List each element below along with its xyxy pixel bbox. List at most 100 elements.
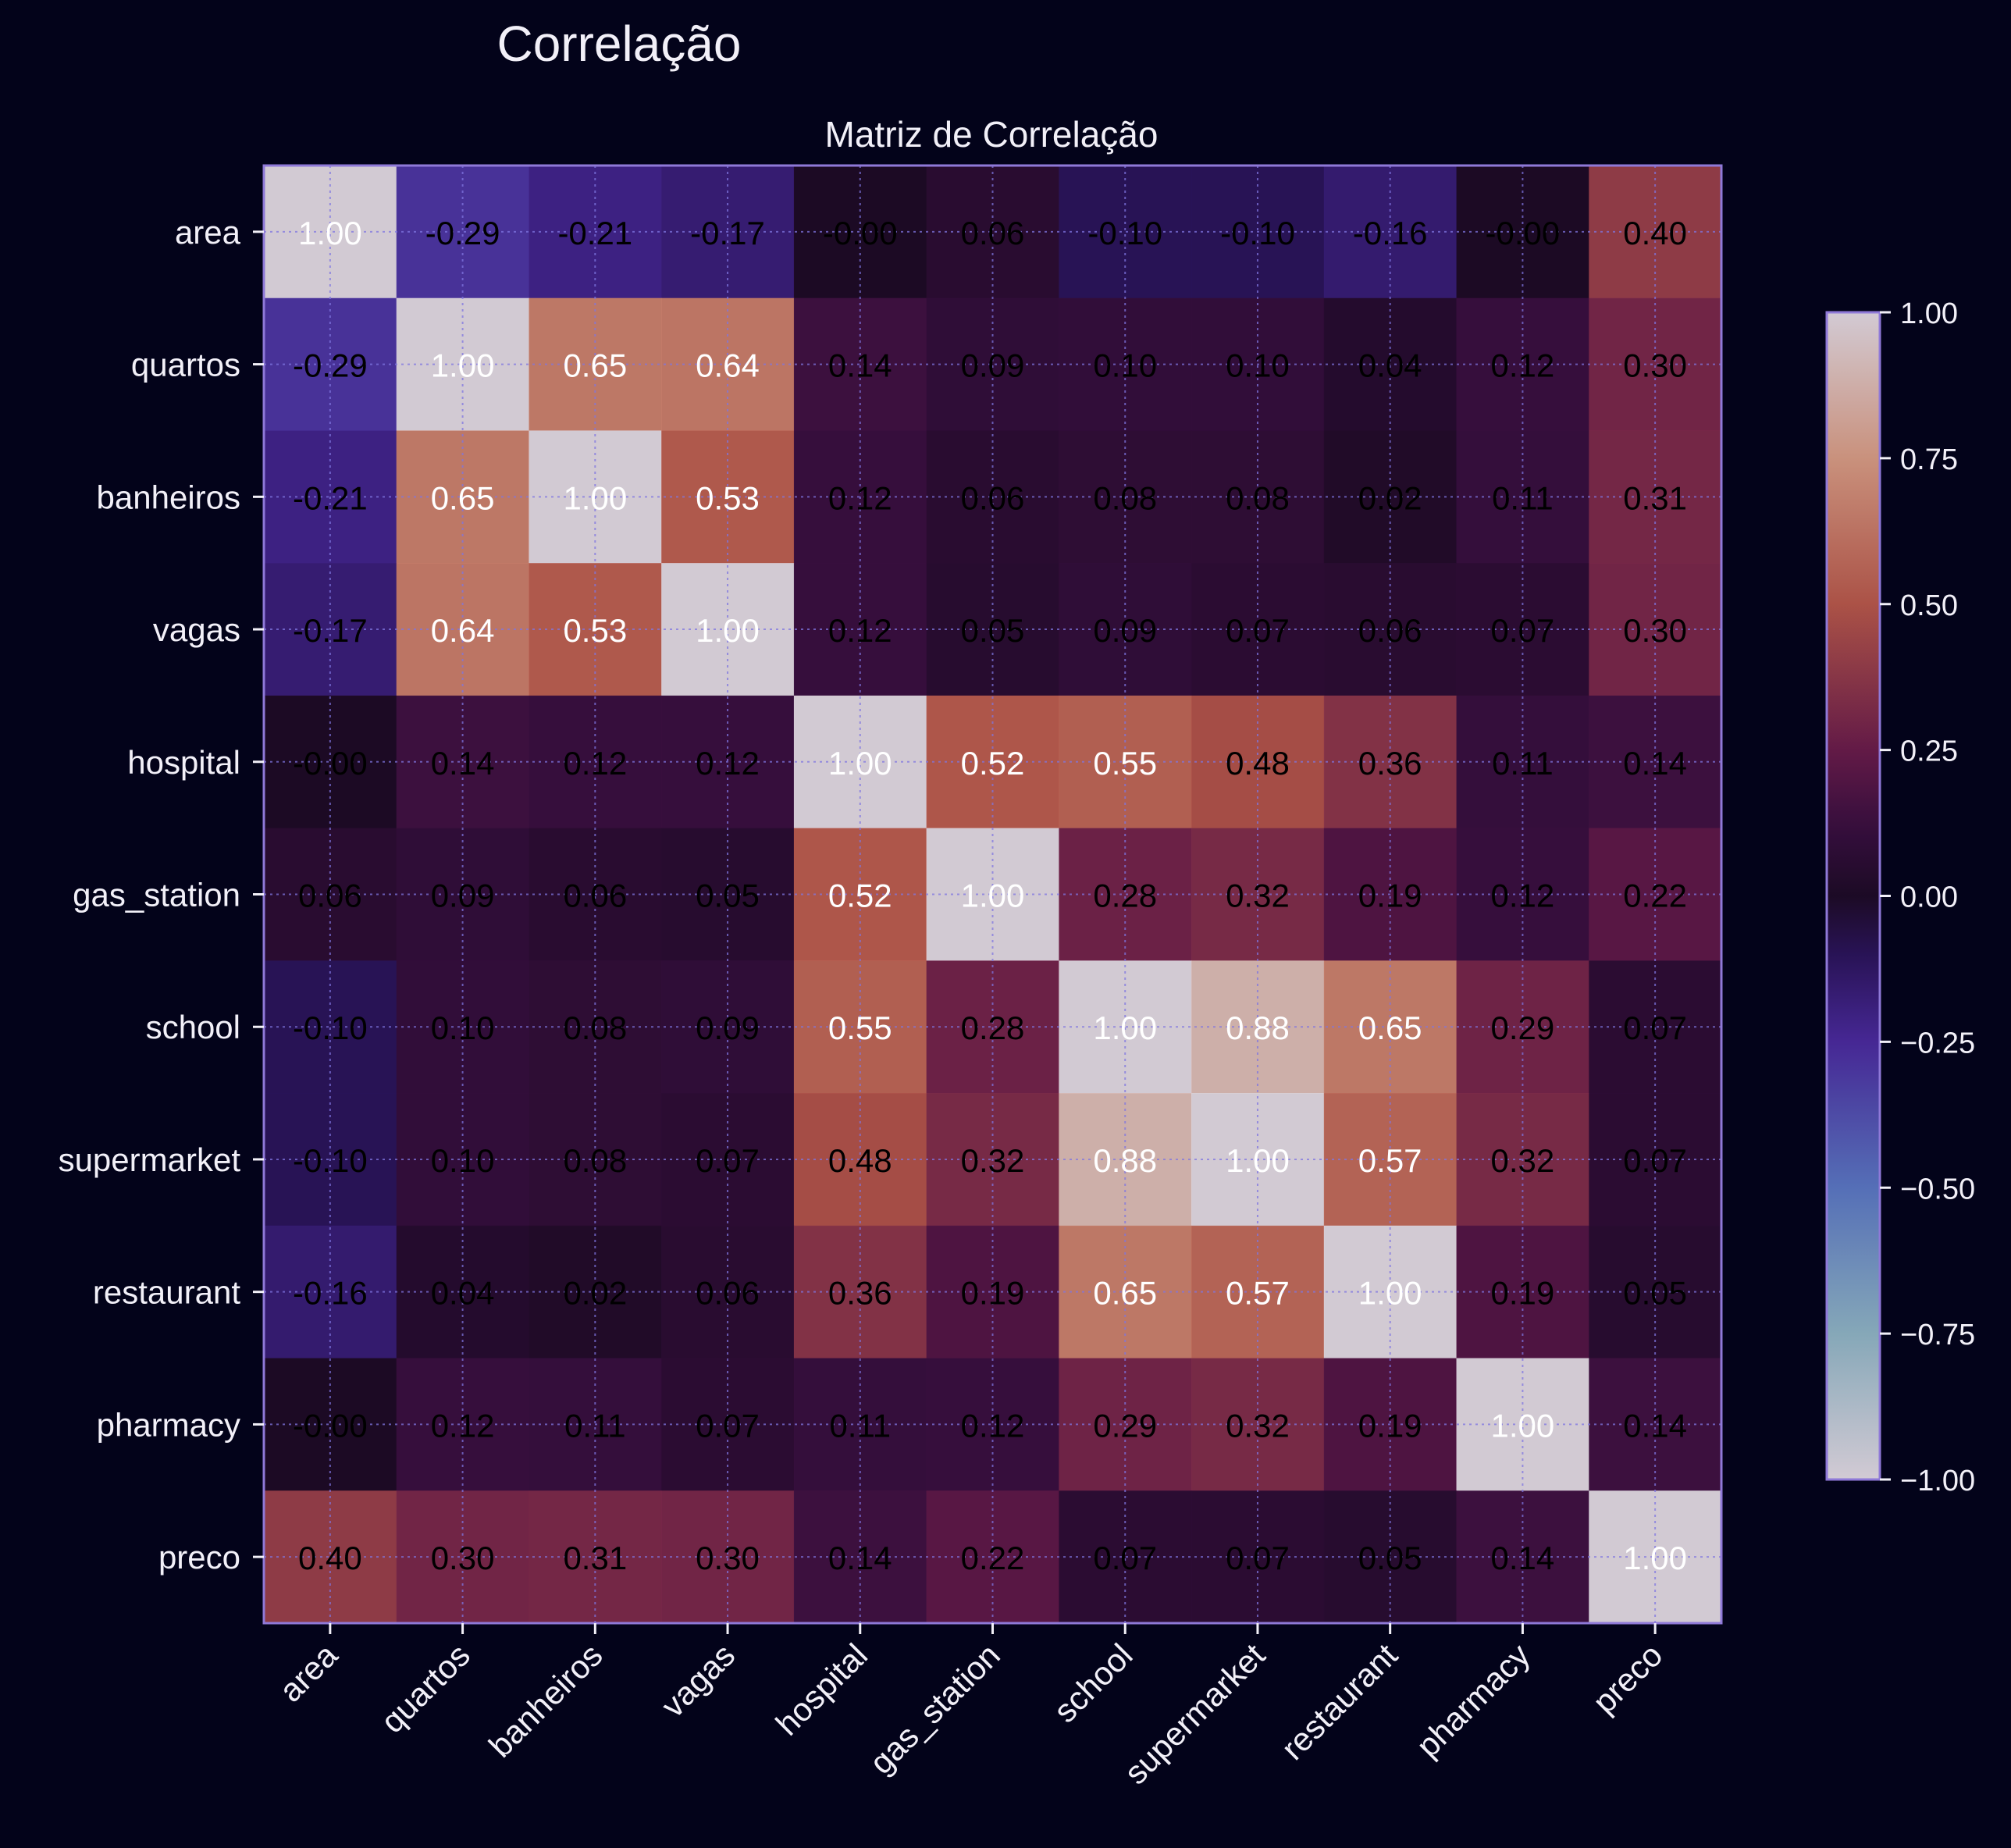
heatmap-value-label: 0.65 xyxy=(1093,1275,1157,1312)
heatmap-value-label: 0.06 xyxy=(961,215,1025,251)
heatmap-value-label: 0.64 xyxy=(431,612,495,649)
heatmap-value-label: 0.19 xyxy=(1358,878,1422,914)
heatmap-cell xyxy=(264,1490,397,1624)
heatmap-value-label: -0.00 xyxy=(823,215,898,251)
heatmap-value-label: 0.05 xyxy=(696,878,760,914)
heatmap-value-label: 0.10 xyxy=(1226,347,1290,384)
heatmap-value-label: -0.21 xyxy=(557,215,632,251)
heatmap-value-label: 0.07 xyxy=(1623,1009,1687,1046)
heatmap-cell xyxy=(1456,297,1589,431)
heatmap-value-label: 1.00 xyxy=(298,215,362,251)
colorbar-tick-label: 0.00 xyxy=(1900,881,1958,914)
heatmap-cell xyxy=(793,695,927,829)
heatmap-value-label: 0.14 xyxy=(828,1540,892,1576)
heatmap-value-label: 0.14 xyxy=(828,347,892,384)
heatmap-value-label: 0.65 xyxy=(431,479,495,516)
heatmap-value-label: 0.53 xyxy=(563,612,627,649)
heatmap-value-label: 0.10 xyxy=(1093,347,1157,384)
heatmap-value-label: 1.00 xyxy=(696,612,760,649)
heatmap-value-label: 0.48 xyxy=(1226,745,1290,782)
heatmap-value-label: 0.14 xyxy=(1491,1540,1555,1576)
heatmap-value-label: -0.10 xyxy=(1220,215,1295,251)
heatmap-value-label: 0.12 xyxy=(1491,878,1555,914)
heatmap-value-label: 0.12 xyxy=(1491,347,1555,384)
figure-suptitle: Correlação xyxy=(497,16,741,72)
heatmap-value-label: 0.32 xyxy=(961,1142,1025,1179)
heatmap-value-label: -0.00 xyxy=(293,1407,368,1444)
heatmap-cell xyxy=(396,695,529,829)
heatmap-value-label: 0.06 xyxy=(298,878,362,914)
heatmap-cell xyxy=(264,166,397,299)
y-tick-label: preco xyxy=(158,1539,240,1576)
heatmap-value-label: 0.88 xyxy=(1226,1009,1290,1046)
colorbar-tick-label: 1.00 xyxy=(1900,297,1958,330)
heatmap-cell xyxy=(1589,166,1722,299)
heatmap-value-label: 0.88 xyxy=(1093,1142,1157,1179)
heatmap-value-label: 0.12 xyxy=(828,612,892,649)
heatmap-value-label: 0.06 xyxy=(1358,612,1422,649)
heatmap-value-label: 0.07 xyxy=(1623,1142,1687,1179)
heatmap-cell xyxy=(926,297,1059,431)
y-tick-label: quartos xyxy=(131,347,240,383)
heatmap-value-label: 0.31 xyxy=(1623,479,1687,516)
heatmap-value-label: 0.32 xyxy=(1226,1407,1290,1444)
heatmap-value-label: 0.07 xyxy=(696,1142,760,1179)
heatmap-cell xyxy=(396,1358,529,1491)
heatmap-cell xyxy=(396,828,529,961)
heatmap-value-label: 0.09 xyxy=(696,1009,760,1046)
colorbar-tick-label: −0.25 xyxy=(1900,1027,1975,1059)
y-tick-label: vagas xyxy=(153,611,240,648)
heatmap-cell xyxy=(1456,828,1589,961)
heatmap-value-label: 0.31 xyxy=(563,1540,627,1576)
heatmap-value-label: 0.11 xyxy=(564,1407,626,1444)
heatmap-value-label: 0.36 xyxy=(828,1275,892,1312)
heatmap-value-label: -0.10 xyxy=(293,1009,368,1046)
colorbar-tick-label: 0.75 xyxy=(1900,443,1958,476)
heatmap-cell xyxy=(793,166,927,299)
heatmap-value-label: 0.64 xyxy=(696,347,760,384)
heatmap-cell xyxy=(264,297,397,431)
heatmap-value-label: 0.04 xyxy=(431,1275,495,1312)
heatmap-value-label: -0.17 xyxy=(293,612,368,649)
heatmap-cell xyxy=(793,1358,927,1491)
heatmap-value-label: 1.00 xyxy=(1093,1009,1157,1046)
heatmap-value-label: 0.30 xyxy=(696,1540,760,1576)
heatmap-value-label: 0.08 xyxy=(1093,479,1157,516)
heatmap-value-label: 0.36 xyxy=(1358,745,1422,782)
heatmap-value-label: -0.00 xyxy=(1486,215,1561,251)
heatmap-value-label: 0.11 xyxy=(829,1407,891,1444)
heatmap-value-label: 0.12 xyxy=(563,745,627,782)
heatmap-value-label: 0.09 xyxy=(961,347,1025,384)
heatmap-cell xyxy=(926,1490,1059,1624)
heatmap-cell xyxy=(793,297,927,431)
heatmap-cell xyxy=(264,695,397,829)
heatmap-value-label: 0.06 xyxy=(961,479,1025,516)
heatmap-value-label: -0.21 xyxy=(293,479,368,516)
heatmap-value-label: 0.07 xyxy=(1226,1540,1290,1576)
heatmap-value-label: 0.55 xyxy=(1093,745,1157,782)
heatmap-value-label: -0.00 xyxy=(293,745,368,782)
heatmap-value-label: 0.10 xyxy=(431,1142,495,1179)
y-tick-label: gas_station xyxy=(73,877,240,913)
heatmap-value-label: 0.30 xyxy=(431,1540,495,1576)
heatmap-cell xyxy=(926,695,1059,829)
heatmap-value-label: -0.17 xyxy=(690,215,765,251)
heatmap-cell xyxy=(1589,695,1722,829)
heatmap-value-label: 0.05 xyxy=(1358,1540,1422,1576)
heatmap-cell xyxy=(926,166,1059,299)
heatmap-value-label: 0.40 xyxy=(298,1540,362,1576)
heatmap-value-label: 0.12 xyxy=(828,479,892,516)
heatmap-value-label: 0.53 xyxy=(696,479,760,516)
heatmap-value-label: 0.12 xyxy=(696,745,760,782)
heatmap-value-label: 0.14 xyxy=(431,745,495,782)
heatmap-value-label: 0.08 xyxy=(1226,479,1290,516)
heatmap-value-label: 0.22 xyxy=(961,1540,1025,1576)
y-tick-label: banheiros xyxy=(97,479,240,515)
heatmap-cell xyxy=(793,828,927,961)
heatmap-cell xyxy=(926,1358,1059,1491)
heatmap-value-label: 0.04 xyxy=(1358,347,1422,384)
heatmap-value-label: 0.30 xyxy=(1623,347,1687,384)
y-tick-label: area xyxy=(175,214,241,251)
heatmap-value-label: -0.16 xyxy=(293,1275,368,1312)
